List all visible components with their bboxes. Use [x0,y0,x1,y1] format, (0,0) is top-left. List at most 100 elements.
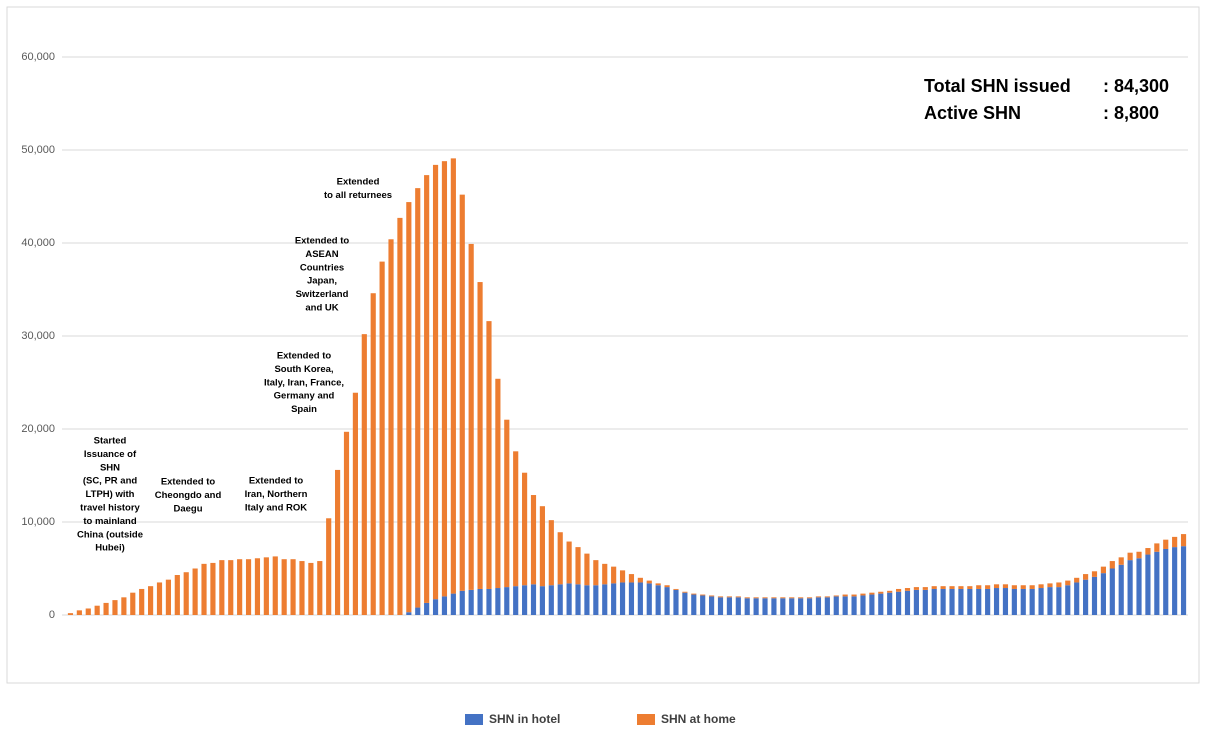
bar-segment [887,590,893,593]
stat-value: : 8,800 [1103,103,1159,123]
bar-segment [993,588,1000,615]
annotation: Extended to [161,477,216,488]
bar-segment [1127,560,1133,615]
bar-segment [557,584,563,615]
bar-segment [860,595,866,615]
bar-segment [566,541,572,584]
bar-segment [726,597,732,615]
annotation: Switzerland [296,289,349,300]
annotation: Italy and ROK [245,502,307,513]
bar-segment [1145,548,1151,555]
bar-segment [459,194,465,591]
bar-segment [121,597,127,615]
bar-segment [254,558,261,615]
bar-segment [878,593,884,615]
bar-segment [1172,547,1178,615]
bar-segment [673,589,679,615]
annotation: to all returnees [324,190,392,201]
bar-segment [931,586,937,589]
annotation: Extended to [295,236,350,247]
bar-segment [139,588,145,615]
bar-segment [1136,558,1142,615]
legend-label: SHN at home [661,712,736,726]
bar-segment [290,559,296,615]
bar-segment [1038,584,1044,589]
bar-segment [789,598,795,615]
bar-segment [1056,582,1062,588]
bar-segment [1109,561,1115,569]
bar-segment [1136,551,1142,559]
bar-segment [424,175,430,603]
bar-segment [575,584,581,615]
bar-segment [1127,552,1133,561]
bar-segment [326,518,332,615]
bar-segment [842,596,848,615]
bar-segment [1163,539,1169,549]
bar-segment [1020,588,1026,615]
bar-segment [103,602,109,615]
bar-segment [522,585,528,615]
bar-segment [432,164,439,600]
bar-segment [1091,571,1098,577]
bar-segment [833,596,839,615]
bar-segment [1083,574,1089,580]
bar-segment [753,597,759,599]
bar-segment [495,588,501,615]
bar-segment [352,392,358,615]
bar-segment [869,594,875,615]
bar-segment [361,334,367,615]
bar-segment [780,597,786,599]
bar-segment [183,572,189,615]
bar-segment [575,547,581,585]
bar-segment [842,594,848,597]
bar-segment [744,598,750,615]
stat-label: Total SHN issued [924,76,1071,96]
annotation: Extended [337,177,380,188]
annotation: Germany and [274,391,335,402]
bar-segment [424,602,430,615]
bar-segment [584,553,590,586]
bar-segment [1029,588,1035,615]
bar-segment [967,586,973,589]
annotation: SHN [100,462,120,473]
bar-segment [878,591,884,594]
bar-segment [904,588,911,591]
bar-segment [432,599,439,615]
bar-segment [192,568,198,615]
bar-segment [602,584,608,615]
legend-label: SHN in hotel [489,712,560,726]
annotation: Extended to [277,351,332,362]
y-tick-label: 10,000 [21,516,55,528]
bar-segment [806,597,813,599]
bar-segment [628,582,635,615]
bar-segment [949,588,955,615]
bar-segment [76,610,82,615]
bar-segment [513,586,519,615]
bar-segment [611,566,617,584]
annotation: Extended to [249,476,304,487]
bar-segment [824,597,830,615]
bar-segment [976,588,982,615]
bar-segment [513,451,519,587]
y-tick-label: 30,000 [21,330,55,342]
bar-segment [486,588,492,615]
bar-segment [922,587,928,590]
bar-segment [619,582,626,615]
bar-segment [646,583,652,615]
bar-segment [85,608,91,615]
annotation: Issuance of [84,449,137,460]
bar-segment [1091,576,1098,615]
bar-segment [806,598,813,615]
bar-segment [1180,546,1187,615]
bar-segment [913,589,919,615]
bar-segment [548,520,554,586]
bar-segment [628,574,635,583]
bar-segment [522,472,528,586]
bar-segment [682,592,688,615]
bar-segment [655,583,661,586]
bar-segment [744,597,750,599]
bar-segment [441,161,448,597]
bar-segment [1011,585,1017,589]
bar-segment [1154,551,1160,615]
bar-segment [931,588,937,615]
